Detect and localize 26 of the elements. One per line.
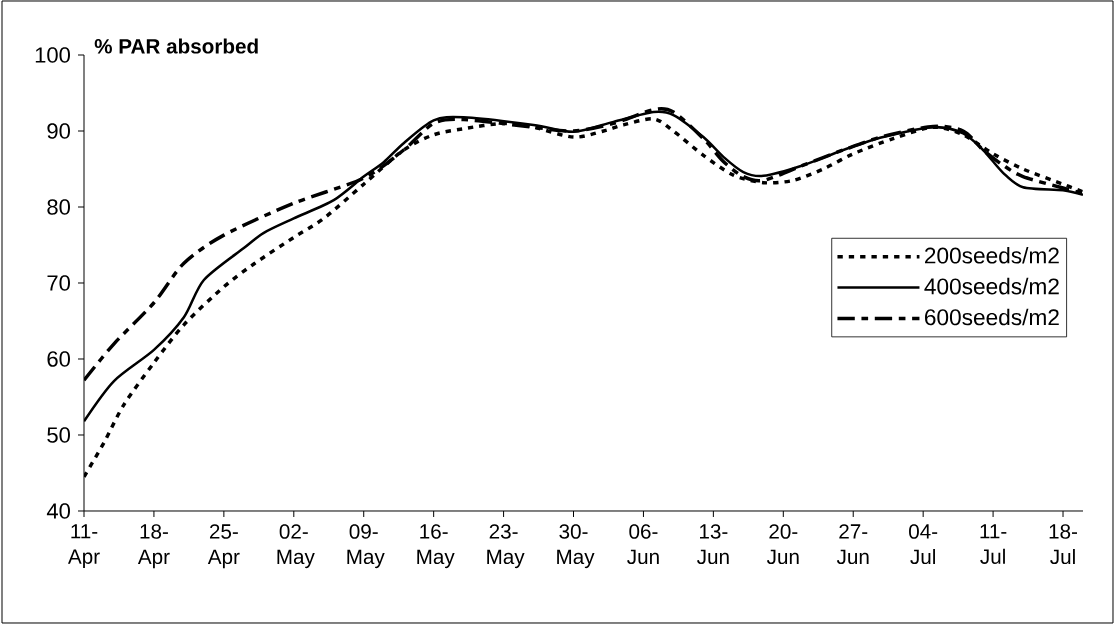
x-tick-label: 11-Jul xyxy=(980,524,1007,564)
x-tick-label: 11-Apr xyxy=(67,524,100,568)
y-tick-label: 50 xyxy=(47,427,70,443)
y-tick-label: 60 xyxy=(47,351,70,367)
legend-label: 400seeds/m2 xyxy=(924,277,1059,295)
x-tick-label: 02-May xyxy=(277,524,315,569)
x-tick-label: 06-Jun xyxy=(627,524,659,565)
x-tick-label: 16-May xyxy=(417,524,455,569)
x-tick-label: 20-Jun xyxy=(766,524,799,565)
x-tick-label: 18-Jul xyxy=(1049,524,1078,565)
x-tick-label: 04-Jul xyxy=(909,524,938,565)
x-tick-label: 09-May xyxy=(347,524,385,569)
legend-label: 200seeds/m2 xyxy=(925,246,1059,264)
y-tick-label: 40 xyxy=(46,503,70,519)
y-tick-label: 80 xyxy=(47,199,70,215)
y-axis-title: % PAR absorbed xyxy=(94,38,258,54)
x-tick-label: 25-Apr xyxy=(207,524,240,569)
legend-label: 600seeds/m2 xyxy=(925,308,1059,326)
y-tick-label: 100 xyxy=(35,47,70,63)
x-tick-label: 27-Jun xyxy=(836,524,869,565)
y-tick-label: 90 xyxy=(47,123,70,139)
x-tick-label: 23-May xyxy=(487,524,525,569)
x-tick-label: 30-May xyxy=(557,524,595,569)
x-tick-label: 13-Jun xyxy=(697,524,729,565)
x-tick-label: 18-Apr xyxy=(137,524,170,569)
y-tick-label: 70 xyxy=(47,275,70,291)
